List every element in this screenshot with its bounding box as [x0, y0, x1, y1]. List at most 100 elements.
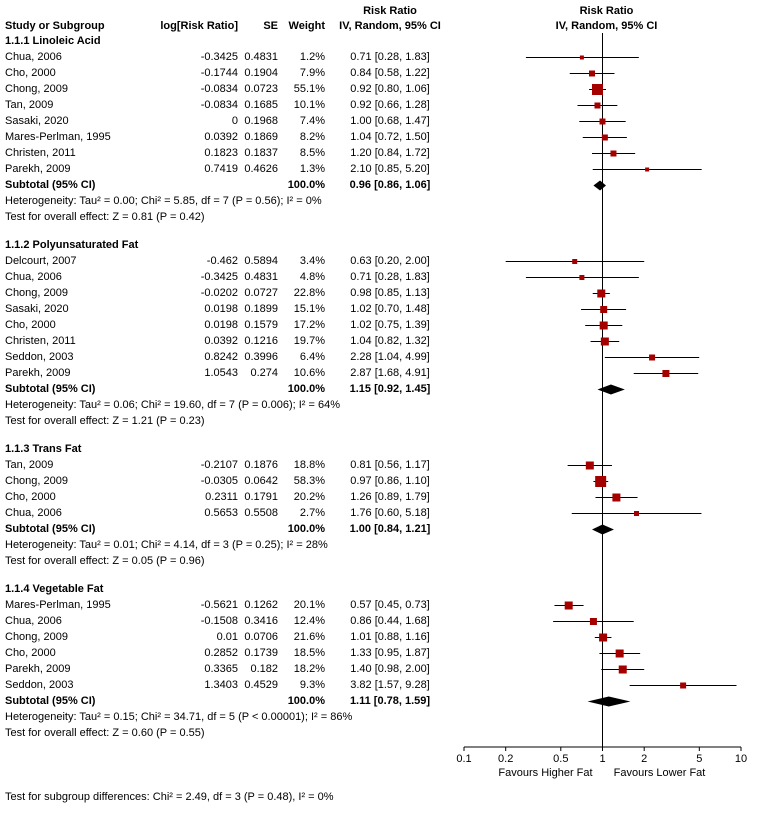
subgroup-title-row: 1.1.1 Linoleic Acid: [0, 33, 758, 49]
se-value: 0.5508: [244, 507, 278, 519]
study-label: Mares-Perlman, 1995: [5, 599, 111, 611]
study-label: Tan, 2009: [5, 459, 54, 471]
ci-text: 1.02 [0.70, 1.48]: [350, 303, 430, 315]
se-value: 0.182: [250, 663, 278, 675]
forest-plot-cell: [579, 113, 626, 129]
plot-column: [455, 253, 758, 269]
log-rr-value: 0.5653: [204, 507, 238, 519]
overall-effect-row-label: Test for overall effect: Z = 1.21 (P = 0…: [5, 415, 205, 427]
log-rr-value: 0.0198: [204, 303, 238, 315]
axis-tick-label: 0.1: [456, 753, 471, 765]
plot-column: [455, 505, 758, 521]
plot-column: [455, 161, 758, 177]
subtotal-ci-text: 0.96 [0.86, 1.06]: [349, 179, 431, 191]
subtotal-label: Subtotal (95% CI): [5, 179, 96, 191]
plot-column: [455, 97, 758, 113]
plot-column: [455, 301, 758, 317]
ci-text: 2.87 [1.68, 4.91]: [350, 367, 430, 379]
log-rr-value: -0.0202: [200, 287, 238, 299]
effect-marker: [662, 370, 670, 377]
subtotal-row: Subtotal (95% CI) 100.0% 1.00 [0.84, 1.21]: [0, 521, 758, 537]
overall-effect-row: Test for overall effect: Z = 1.21 (P = 0…: [0, 413, 758, 429]
plot-column: [455, 473, 758, 489]
se-value: 0.1904: [244, 67, 278, 79]
effect-marker: [585, 461, 594, 470]
ci-text: 0.84 [0.58, 1.22]: [350, 67, 430, 79]
study-label: Christen, 2011: [5, 335, 76, 347]
se-value: 0.1899: [244, 303, 278, 315]
study-row: Seddon, 2003 0.8242 0.3996 6.4% 2.28 [1.04, …: [0, 349, 758, 365]
spacer-row: [0, 429, 758, 441]
plot-column: [455, 269, 758, 285]
study-row: Parekh, 2009 0.3365 0.182 18.2% 1.40 [0.98, …: [0, 661, 758, 677]
log-rr-value: 0.2852: [204, 647, 238, 659]
subtotal-weight: 100.0%: [287, 695, 325, 707]
forest-plot-cell: [602, 365, 699, 381]
plot-column: [455, 489, 758, 505]
study-label: Cho, 2000: [5, 647, 56, 659]
weight-value: 10.6%: [293, 367, 325, 379]
header-row-measure: Risk Ratio Risk Ratio: [0, 3, 758, 18]
forest-plot-cell: [602, 429, 603, 441]
subtotal-row: Subtotal (95% CI) 100.0% 0.96 [0.86, 1.06]: [0, 177, 758, 193]
study-label: Parekh, 2009: [5, 163, 71, 175]
log-rr-value: 1.3403: [204, 679, 238, 691]
forest-plot-cell: [592, 161, 702, 177]
forest-plot-cell: [599, 645, 641, 661]
x-axis: 0.1 0.2 0.5 1 2 5 10 Favours Higher Fat Favours …: [456, 741, 747, 779]
ci-text: 0.92 [0.66, 1.28]: [350, 99, 430, 111]
header-se: SE: [263, 19, 278, 32]
se-value: 0.274: [250, 367, 278, 379]
subtotal-weight: 100.0%: [287, 523, 325, 535]
plot-column: [455, 129, 758, 145]
study-label: Parekh, 2009: [5, 663, 71, 675]
forest-plot-cell: [602, 569, 603, 581]
effect-marker: [612, 493, 621, 502]
forest-plot-cell: [602, 349, 700, 365]
log-rr-value: 0.7419: [204, 163, 238, 175]
ci-text: 1.04 [0.72, 1.50]: [350, 131, 430, 143]
study-label: Cho, 2000: [5, 67, 56, 79]
forest-plot-cell: [585, 317, 623, 333]
study-label: Parekh, 2009: [5, 367, 71, 379]
forest-plot-cell: [602, 709, 603, 725]
effect-marker: [645, 167, 650, 172]
plot-column: [455, 693, 758, 709]
weight-value: 6.4%: [299, 351, 325, 363]
plot-column: [455, 553, 758, 569]
se-value: 0.1579: [244, 319, 278, 331]
overall-effect-row: Test for overall effect: Z = 0.05 (P = 0…: [0, 553, 758, 569]
log-rr-value: 0.1823: [204, 147, 238, 159]
se-value: 0.4529: [244, 679, 278, 691]
heterogeneity-row-label: Heterogeneity: Tau² = 0.01; Chi² = 4.14,…: [5, 539, 328, 551]
subgroup-title-row: 1.1.4 Vegetable Fat: [0, 581, 758, 597]
se-value: 0.5894: [244, 255, 278, 267]
study-label: Tan, 2009: [5, 99, 54, 111]
forest-plot-cell: [571, 505, 702, 521]
subtotal-ci-text: 1.00 [0.84, 1.21]: [349, 523, 431, 535]
forest-plot-cell: [582, 129, 627, 145]
header-ci-text: IV, Random, 95% CI: [339, 19, 441, 32]
effect-marker: [599, 118, 606, 125]
study-row: Chua, 2006 0.5653 0.5508 2.7% 1.76 [0.60, 5.…: [0, 505, 758, 521]
subtotal-ci-text: 1.11 [0.78, 1.59]: [349, 695, 431, 707]
heterogeneity-row-label: Heterogeneity: Tau² = 0.06; Chi² = 19.60…: [5, 399, 340, 411]
subtotal-weight: 100.0%: [287, 179, 325, 191]
plot-column: [455, 429, 758, 441]
se-value: 0.3416: [244, 615, 278, 627]
forest-plot-cell: [590, 333, 620, 349]
forest-plot-cell: [597, 381, 625, 397]
se-value: 0.1739: [244, 647, 278, 659]
weight-value: 8.5%: [299, 147, 325, 159]
plot-column: [455, 365, 758, 381]
weight-value: 12.4%: [293, 615, 325, 627]
log-rr-value: -0.1744: [200, 67, 238, 79]
study-label: Chong, 2009: [5, 475, 68, 487]
subgroup-title-row-label: 1.1.4 Vegetable Fat: [5, 583, 104, 595]
forest-plot-cell: [505, 253, 645, 269]
study-row: Parekh, 2009 0.7419 0.4626 1.3% 2.10 [0.85, …: [0, 161, 758, 177]
ci-text: 0.97 [0.86, 1.10]: [350, 475, 430, 487]
plot-column: [455, 145, 758, 161]
plot-column: [455, 65, 758, 81]
effect-marker: [599, 633, 608, 642]
